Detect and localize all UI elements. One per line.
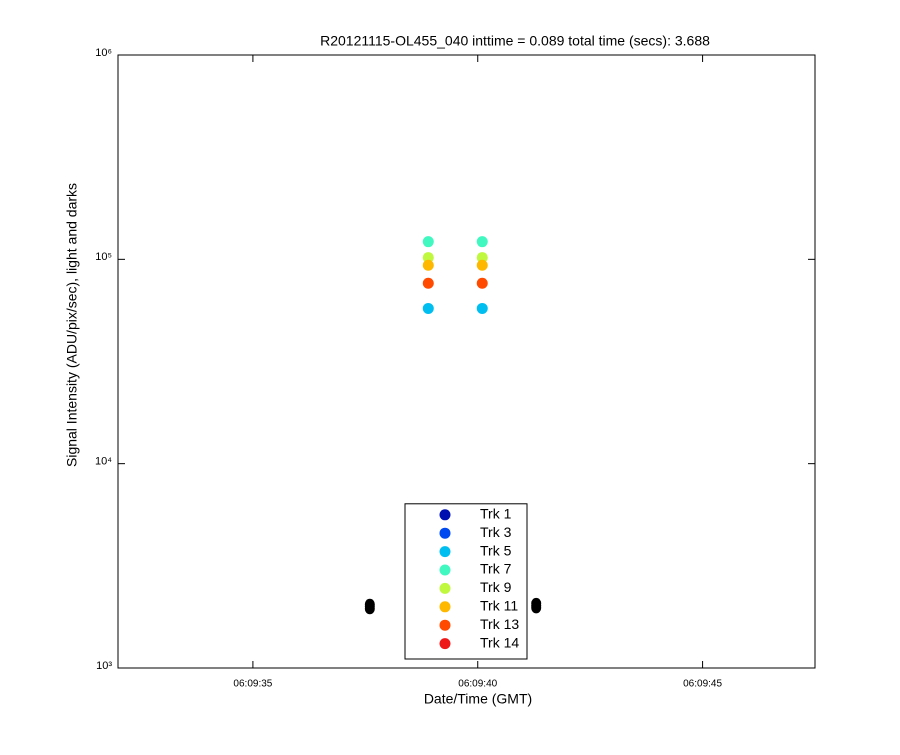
y-tick-label: 10⁶ (95, 47, 112, 59)
point (422, 277, 434, 289)
y-tick-label: 10³ (96, 660, 112, 672)
y-axis-label: Signal Intensity (ADU/pix/sec), light an… (64, 183, 80, 467)
legend-marker (439, 619, 451, 631)
y-tick-label: 10⁴ (95, 456, 112, 468)
chart-title: R20121115-OL455_040 inttime = 0.089 tota… (320, 33, 710, 49)
point (476, 252, 488, 264)
legend-marker (439, 601, 451, 613)
point (422, 252, 434, 264)
x-tick-label: 06:09:40 (458, 679, 497, 690)
legend-label: Trk 1 (480, 506, 512, 522)
legend-label: Trk 14 (480, 634, 519, 650)
x-axis-label: Date/Time (GMT) (424, 691, 532, 707)
point (422, 259, 434, 271)
y-tick-label: 10⁵ (95, 251, 112, 263)
x-tick-label: 06:09:35 (233, 679, 272, 690)
legend-marker (439, 564, 451, 576)
dark-point (531, 597, 542, 609)
legend-label: Trk 11 (480, 598, 518, 614)
point (476, 302, 488, 314)
legend-marker (439, 527, 451, 539)
legend-marker (439, 546, 451, 558)
legend-label: Trk 5 (480, 542, 512, 558)
legend-marker (439, 509, 451, 521)
legend-label: Trk 9 (480, 579, 512, 595)
legend-marker (439, 638, 451, 650)
point (422, 236, 434, 248)
legend-box (404, 503, 528, 660)
legend-label: Trk 3 (480, 524, 512, 540)
legend-marker (439, 582, 451, 594)
point (476, 259, 488, 271)
x-tick-label: 06:09:45 (683, 679, 722, 690)
legend-label: Trk 7 (480, 561, 512, 577)
point (476, 236, 488, 248)
dark-point (364, 598, 375, 610)
point (476, 277, 488, 289)
point (422, 302, 434, 314)
legend-label: Trk 13 (480, 616, 519, 632)
